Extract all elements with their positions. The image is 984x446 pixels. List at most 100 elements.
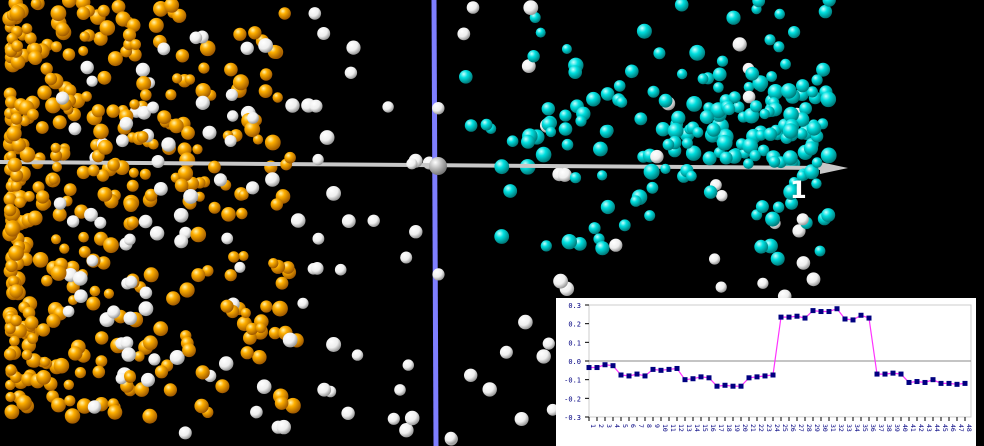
cyan-sphere [697,73,709,85]
orange-sphere [260,300,273,313]
orange-sphere [5,364,17,376]
x-tick-label: 3 [605,424,613,428]
cyan-sphere [644,210,656,222]
orange-sphere [192,144,203,155]
orange-sphere [284,151,296,164]
cyan-sphere [535,27,546,38]
cyan-sphere [521,134,535,149]
orange-sphere [93,123,109,140]
white-sphere [344,66,358,80]
orange-sphere [270,198,283,211]
orange-sphere [95,331,109,345]
white-sphere [285,98,300,113]
cyan-sphere [781,83,797,99]
orange-sphere [3,203,17,217]
orange-sphere [63,183,77,197]
white-sphere [326,186,341,201]
y-tick-label: -0.3 [564,414,581,422]
white-sphere [806,272,821,287]
orange-sphere [64,395,76,407]
white-sphere [514,412,529,426]
x-tick-label: 40 [901,424,909,432]
orange-sphere [128,167,139,178]
white-sphere [297,297,309,309]
white-sphere [341,214,356,229]
orange-sphere [246,322,259,335]
cyan-sphere [561,138,574,151]
orange-sphere [32,251,49,268]
cyan-sphere [597,170,608,181]
orange-sphere [4,404,20,420]
orange-sphere [52,115,67,130]
white-sphere [709,253,721,265]
orange-sphere [8,245,24,261]
cyan-sphere [822,0,836,7]
cyan-sphere [742,138,758,154]
orange-sphere [27,210,43,226]
orange-sphere [238,251,249,261]
orange-sphere [184,74,196,85]
data-point [698,374,704,380]
orange-sphere [8,276,19,287]
cyan-sphere [662,138,675,151]
data-point [794,313,800,319]
white-sphere [409,225,423,239]
line-chart: 0.30.20.10.0-0.1-0.2-0.31 2 3 4 5 6 7 8 9 10 11 12 1… [564,302,973,432]
orange-sphere [143,267,159,283]
white-sphere [250,405,263,419]
cyan-sphere [561,44,572,54]
cyan-sphere [667,122,684,139]
orange-sphere [11,137,26,152]
white-sphere [94,216,107,229]
orange-sphere [81,91,92,102]
cyan-sphere [728,91,741,104]
cyan-sphere [527,50,540,63]
white-sphere [138,301,154,317]
cyan-sphere [745,66,760,81]
x-tick-label: 36 [869,424,877,432]
orange-sphere [10,314,22,327]
white-sphere [121,347,136,362]
orange-sphere [52,162,62,172]
white-sphere [341,406,355,420]
cyan-sphere [575,115,587,127]
orange-sphere [244,121,261,138]
orange-sphere [28,50,43,65]
white-sphere [68,122,82,136]
orange-sphere [103,288,114,299]
cyan-sphere [685,145,702,161]
orange-sphere [252,350,267,365]
white-sphere [139,286,153,300]
white-sphere [74,289,88,304]
orange-sphere [50,41,62,53]
cyan-sphere [732,101,745,113]
orange-sphere [62,48,76,61]
orange-sphere [78,246,91,258]
white-sphere [247,112,259,124]
orange-sphere [78,46,89,56]
white-sphere [157,42,171,56]
cyan-sphere [785,196,799,210]
orange-sphere [154,365,169,379]
white-sphere [542,337,555,350]
cyan-sphere [811,157,823,168]
data-point [586,365,592,371]
white-sphere [219,356,234,371]
cyan-sphere [782,123,799,139]
white-sphere [86,254,99,267]
white-sphere [351,349,364,361]
orange-sphere [274,396,289,410]
white-sphere [174,234,189,249]
white-sphere [258,38,273,53]
cyan-sphere [770,251,785,266]
orange-sphere [97,70,112,85]
orange-sphere [165,89,177,101]
cyan-sphere [561,234,577,250]
data-point [786,314,792,320]
white-sphere [457,27,471,41]
orange-sphere [268,326,282,340]
x-tick-label: 26 [789,424,797,432]
orange-sphere [10,169,24,183]
orange-sphere [5,379,16,391]
